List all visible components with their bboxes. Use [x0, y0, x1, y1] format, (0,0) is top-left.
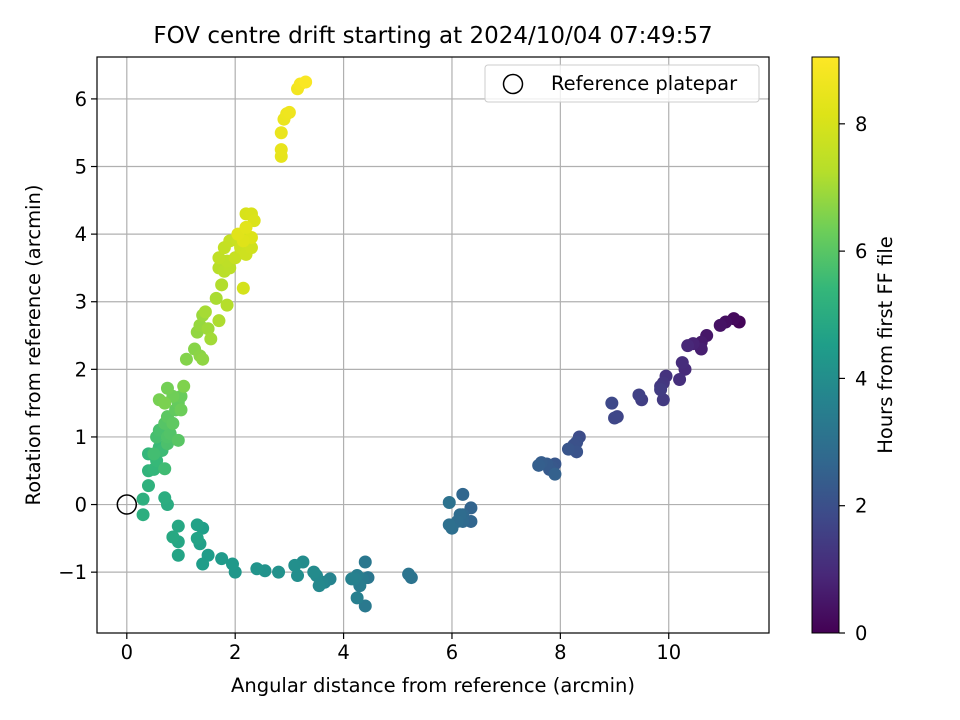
data-point	[442, 496, 456, 510]
data-point	[198, 305, 212, 319]
x-tick-label: 8	[554, 641, 566, 664]
data-point	[136, 508, 150, 522]
data-point	[158, 396, 172, 410]
data-point	[456, 487, 470, 501]
data-point	[608, 411, 622, 425]
data-point	[532, 458, 546, 472]
y-tick-label: 5	[75, 156, 87, 179]
colorbar-gradient	[811, 56, 840, 634]
chart-title: FOV centre drift starting at 2024/10/04 …	[153, 23, 712, 49]
plot-frame	[96, 56, 770, 634]
data-point	[274, 126, 288, 140]
legend-marker	[502, 73, 524, 95]
colorbar-tick-label: 6	[855, 240, 867, 263]
data-point	[204, 332, 218, 346]
data-point	[196, 557, 210, 571]
y-tick-label: 2	[75, 358, 87, 381]
data-point	[548, 467, 562, 481]
reference-platepar-marker	[116, 494, 138, 515]
colorbar-tick-label: 2	[855, 495, 867, 518]
x-tick-label: 4	[337, 641, 349, 664]
colorbar-label: Hours from first FF file	[874, 236, 897, 454]
data-point	[282, 105, 296, 119]
data-point	[196, 352, 210, 366]
y-axis-label: Rotation from reference (arcmin)	[22, 185, 45, 506]
x-axis-ticks: 0 2 4 6 8 10	[121, 633, 681, 664]
data-point	[402, 567, 416, 581]
data-point	[656, 393, 670, 407]
data-point	[171, 519, 185, 533]
data-point	[166, 530, 180, 544]
data-point	[209, 291, 223, 305]
data-point	[350, 591, 364, 605]
data-point	[147, 447, 161, 461]
data-point	[177, 379, 191, 393]
colorbar-tick-label: 8	[855, 113, 867, 136]
x-tick-label: 10	[656, 641, 681, 664]
legend-box	[484, 64, 760, 103]
data-point	[190, 531, 204, 545]
data-point	[713, 318, 727, 332]
data-point	[179, 352, 193, 366]
data-point	[312, 579, 326, 593]
data-point	[220, 298, 234, 312]
data-point	[160, 381, 174, 395]
y-tick-label: 3	[75, 291, 87, 314]
data-point	[345, 572, 359, 586]
colorbar: 0 2 4 6 8 Hours from first FF file	[811, 56, 897, 645]
data-point	[236, 281, 250, 295]
data-point	[272, 565, 286, 579]
x-tick-label: 2	[229, 641, 241, 664]
data-point	[675, 356, 689, 370]
data-point	[141, 479, 155, 493]
data-point	[171, 548, 185, 562]
data-point	[299, 75, 313, 89]
data-point	[174, 403, 188, 417]
data-point	[442, 518, 456, 532]
colorbar-tick-label: 0	[855, 622, 867, 645]
x-tick-label: 6	[446, 641, 458, 664]
data-point	[654, 383, 668, 397]
x-tick-label: 0	[121, 641, 133, 664]
data-point	[358, 599, 372, 613]
colorbar-ticks: 0 2 4 6 8	[839, 113, 867, 645]
colorbar-tick-label: 4	[855, 367, 867, 390]
data-point	[307, 565, 321, 579]
x-axis-label: Angular distance from reference (arcmin)	[231, 674, 635, 697]
data-point	[288, 558, 302, 572]
y-tick-label: 0	[75, 494, 87, 517]
data-point	[212, 314, 226, 328]
data-point	[158, 462, 172, 476]
data-point	[673, 372, 687, 386]
data-point	[212, 251, 226, 265]
y-tick-label: 1	[75, 426, 87, 449]
y-tick-label: 6	[75, 88, 87, 111]
data-point	[215, 552, 229, 566]
data-point	[274, 143, 288, 157]
y-tick-label: −1	[58, 561, 87, 584]
data-point	[215, 278, 229, 292]
data-point	[239, 220, 253, 234]
y-axis-ticks: −1 0 1 2 3 4 5 6	[58, 88, 97, 584]
data-point	[201, 322, 215, 336]
data-point	[225, 557, 239, 571]
data-point	[561, 442, 575, 456]
data-point	[228, 251, 242, 265]
legend: Reference platepar	[484, 64, 760, 103]
legend-label: Reference platepar	[551, 72, 738, 95]
data-point	[136, 492, 150, 506]
data-point	[291, 569, 305, 583]
data-point	[190, 518, 204, 532]
scatter-points	[136, 75, 746, 613]
data-point	[171, 433, 185, 447]
data-point	[158, 491, 172, 505]
data-point	[358, 555, 372, 569]
data-point	[681, 339, 695, 353]
data-point	[605, 396, 619, 410]
data-point	[632, 388, 646, 402]
y-tick-label: 4	[75, 223, 87, 246]
data-point	[250, 562, 264, 576]
data-point	[166, 416, 180, 430]
